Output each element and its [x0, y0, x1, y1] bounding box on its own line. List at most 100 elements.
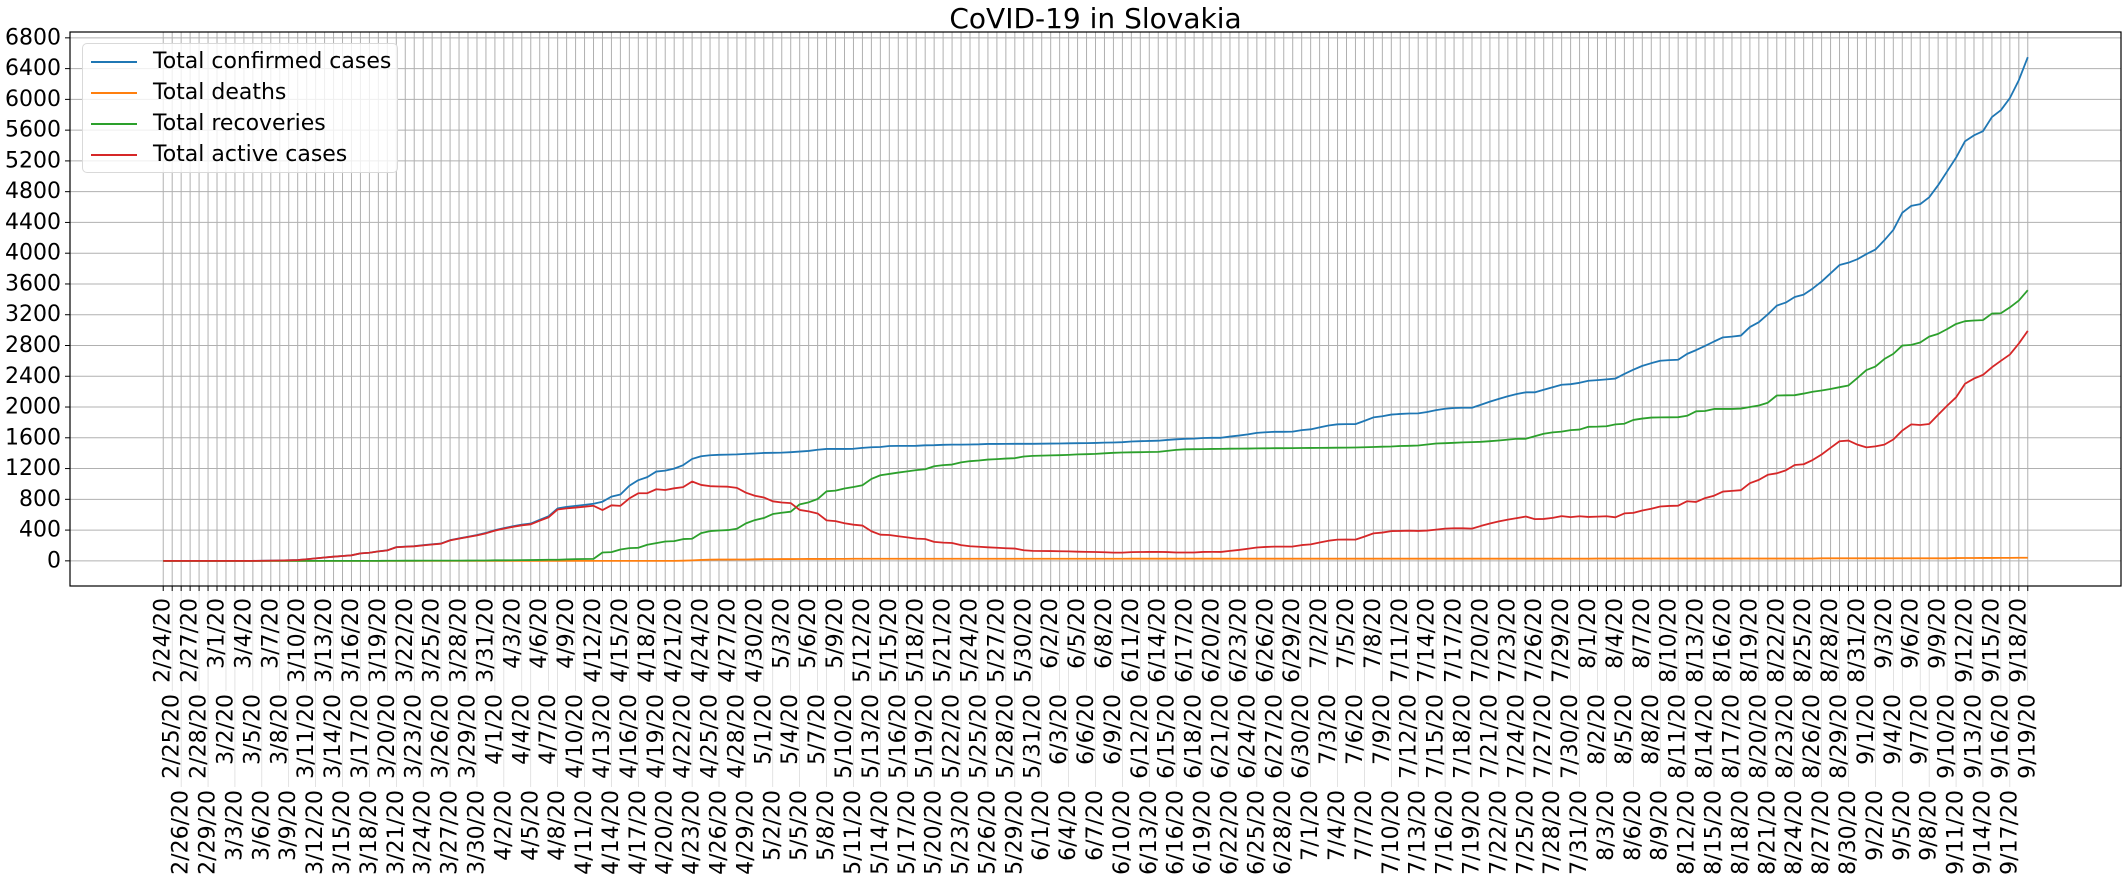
x-tick-label: 3/28/20 — [447, 598, 472, 683]
x-tick-label: 6/7/20 — [1083, 790, 1108, 861]
x-tick-label: 5/24/20 — [958, 598, 983, 683]
x-tick-label: 3/3/20 — [222, 790, 247, 861]
x-tick-label: 8/16/20 — [1710, 598, 1735, 683]
x-tick-label: 6/11/20 — [1119, 598, 1144, 683]
legend-label-active: Total active cases — [153, 142, 348, 167]
x-tick-label: 7/31/20 — [1567, 790, 1592, 875]
y-tick-label: 4400 — [5, 210, 61, 235]
x-tick-label: 6/13/20 — [1137, 790, 1162, 875]
x-tick-label: 4/12/20 — [581, 598, 606, 683]
y-tick-label: 2800 — [5, 333, 61, 358]
x-tick-label: 9/8/20 — [1917, 790, 1942, 861]
x-tick-label: 5/6/20 — [796, 598, 821, 669]
x-tick-label: 5/12/20 — [850, 598, 875, 683]
x-tick-label: 5/9/20 — [823, 598, 848, 669]
x-tick-label: 7/23/20 — [1495, 598, 1520, 683]
x-tick-label: 8/27/20 — [1809, 790, 1834, 875]
x-tick-label: 2/29/20 — [196, 790, 221, 875]
x-tick-label: 6/29/20 — [1280, 598, 1305, 683]
x-tick-label: 4/8/20 — [545, 790, 570, 861]
series-line-recoveries — [163, 289, 2029, 562]
y-axis-ticks: 0 400 800 1200 1600 2000 2400 2800 3200 3600 4000 4… — [5, 25, 70, 573]
y-tick-label: 6000 — [5, 87, 61, 112]
x-tick-label: 5/27/20 — [984, 598, 1009, 683]
x-tick-label: 3/1/20 — [205, 598, 230, 669]
x-tick-label: 3/12/20 — [303, 790, 328, 875]
x-tick-label: 5/20/20 — [922, 790, 947, 875]
x-tick-label: 2/27/20 — [178, 598, 203, 683]
x-tick-label: 9/11/20 — [1944, 790, 1969, 875]
x-tick-label: 9/3/20 — [1872, 598, 1897, 669]
x-tick-label: 3/25/20 — [420, 598, 445, 683]
x-tick-label: 3/31/20 — [473, 598, 498, 683]
x-tick-label: 7/7/20 — [1352, 790, 1377, 861]
x-tick-label: 4/2/20 — [491, 790, 516, 861]
x-tick-label: 4/18/20 — [635, 598, 660, 683]
x-tick-label: 8/25/20 — [1791, 598, 1816, 683]
x-tick-label: 7/26/20 — [1522, 598, 1547, 683]
x-tick-label: 4/17/20 — [626, 790, 651, 875]
x-tick-label: 8/28/20 — [1818, 598, 1843, 683]
x-tick-label: 3/30/20 — [464, 790, 489, 875]
x-tick-label: 6/16/20 — [1164, 790, 1189, 875]
x-tick-label: 9/14/20 — [1970, 790, 1995, 875]
x-tick-label: 7/19/20 — [1459, 790, 1484, 875]
y-tick-label: 800 — [19, 487, 61, 512]
x-tick-label: 3/10/20 — [285, 598, 310, 683]
x-tick-label: 7/2/20 — [1307, 598, 1332, 669]
x-tick-label: 6/22/20 — [1217, 790, 1242, 875]
x-tick-label: 7/8/20 — [1361, 598, 1386, 669]
series-lines — [163, 56, 2029, 562]
y-tick-label: 400 — [19, 518, 61, 543]
x-tick-label: 9/9/20 — [1926, 598, 1951, 669]
x-tick-label: 5/3/20 — [769, 598, 794, 669]
x-tick-label: 6/4/20 — [1056, 790, 1081, 861]
x-tick-label: 8/6/20 — [1621, 790, 1646, 861]
chart-title: CoVID-19 in Slovakia — [949, 2, 1242, 35]
x-tick-label: 8/12/20 — [1675, 790, 1700, 875]
x-tick-label: 8/19/20 — [1737, 598, 1762, 683]
y-tick-label: 1600 — [5, 425, 61, 450]
x-tick-label: 9/12/20 — [1953, 598, 1978, 683]
x-tick-label: 4/14/20 — [599, 790, 624, 875]
y-tick-label: 3600 — [5, 271, 61, 296]
x-tick-label: 7/16/20 — [1433, 790, 1458, 875]
x-tick-label: 5/18/20 — [904, 598, 929, 683]
y-tick-label: 6800 — [5, 25, 61, 50]
x-tick-label: 2/26/20 — [169, 790, 194, 875]
x-tick-label: 4/27/20 — [715, 598, 740, 683]
legend-label-recoveries: Total recoveries — [153, 111, 326, 136]
legend-swatch-recoveries — [91, 123, 137, 125]
x-tick-label: 5/23/20 — [949, 790, 974, 875]
x-tick-label: 3/6/20 — [249, 790, 274, 861]
x-tick-label: 8/15/20 — [1702, 790, 1727, 875]
x-tick-label: 9/6/20 — [1899, 598, 1924, 669]
x-tick-label: 6/5/20 — [1065, 598, 1090, 669]
x-tick-label: 8/21/20 — [1755, 790, 1780, 875]
x-tick-label: 8/22/20 — [1764, 598, 1789, 683]
x-tick-label: 5/11/20 — [841, 790, 866, 875]
x-tick-label: 4/20/20 — [653, 790, 678, 875]
x-tick-label: 5/14/20 — [868, 790, 893, 875]
x-tick-label: 3/21/20 — [384, 790, 409, 875]
x-tick-label: 8/3/20 — [1594, 790, 1619, 861]
x-tick-label: 6/1/20 — [1029, 790, 1054, 861]
x-tick-label: 4/29/20 — [733, 790, 758, 875]
x-tick-label: 6/26/20 — [1253, 598, 1278, 683]
x-tick-label: 5/21/20 — [931, 598, 956, 683]
x-tick-label: 5/17/20 — [895, 790, 920, 875]
x-tick-label: 7/22/20 — [1486, 790, 1511, 875]
x-tick-label: 6/19/20 — [1191, 790, 1216, 875]
x-tick-label: 8/24/20 — [1782, 790, 1807, 875]
x-tick-label: 3/7/20 — [258, 598, 283, 669]
x-tick-label: 5/8/20 — [814, 790, 839, 861]
x-tick-label: 9/5/20 — [1890, 790, 1915, 861]
x-tick-label: 4/24/20 — [689, 598, 714, 683]
x-tick-label: 3/24/20 — [411, 790, 436, 875]
x-tick-label: 9/2/20 — [1863, 790, 1888, 861]
legend-label-confirmed: Total confirmed cases — [153, 49, 392, 74]
y-tick-label: 2400 — [5, 364, 61, 389]
x-tick-label: 3/4/20 — [231, 598, 256, 669]
x-tick-label: 5/26/20 — [975, 790, 1000, 875]
x-tick-label: 3/18/20 — [357, 790, 382, 875]
